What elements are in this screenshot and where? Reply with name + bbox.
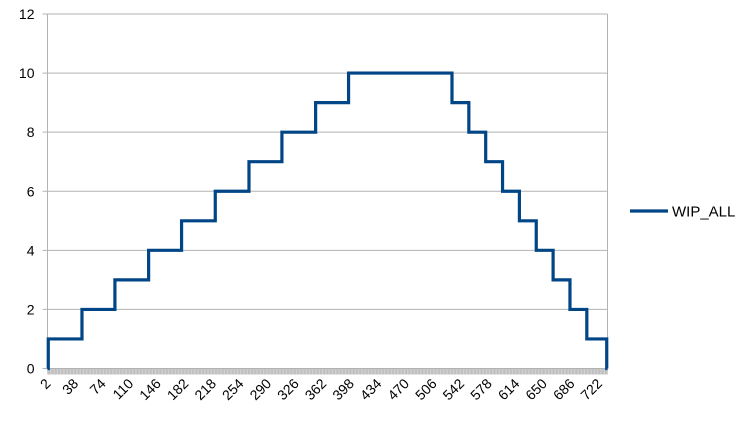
x-tick-label: 74 <box>86 375 108 397</box>
x-tick-label: 542 <box>439 375 467 403</box>
x-tick-labels: 2 38 74 110 146 182 218 254 290 326 362 398 434 470 50… <box>37 375 606 403</box>
x-tick-label: 362 <box>302 375 330 403</box>
x-tick-label: 434 <box>357 375 385 403</box>
legend-label: WIP_ALL <box>672 204 735 221</box>
x-tick-label: 218 <box>191 375 219 403</box>
y-tick-label: 6 <box>27 183 35 199</box>
x-tick-label: 578 <box>467 375 495 403</box>
y-tick-label: 8 <box>27 124 35 140</box>
x-tick-label: 614 <box>495 375 523 403</box>
x-tick-label: 2 <box>37 375 54 392</box>
y-tick-labels: 0 2 4 6 8 10 12 <box>19 6 35 377</box>
x-tick-label: 290 <box>246 375 274 403</box>
x-tick-label: 38 <box>59 375 81 397</box>
x-tick-label: 722 <box>577 375 605 403</box>
y-tick-label: 0 <box>27 361 35 377</box>
x-tick-label: 146 <box>136 375 164 403</box>
x-tick-label: 110 <box>109 375 136 402</box>
x-tick-label: 398 <box>329 375 357 403</box>
x-tick-label: 254 <box>219 375 247 403</box>
axes <box>42 14 608 375</box>
x-tick-label: 326 <box>274 375 302 403</box>
series-line-wip-all <box>46 71 609 371</box>
y-tick-label: 4 <box>27 242 35 258</box>
legend: WIP_ALL <box>630 204 735 221</box>
y-tick-label: 10 <box>19 65 35 81</box>
x-tick-label: 650 <box>522 375 550 403</box>
x-tick-label: 686 <box>550 375 578 403</box>
x-tick-label: 506 <box>412 375 440 403</box>
gridlines <box>42 13 608 310</box>
y-tick-label: 12 <box>19 6 35 22</box>
series-layer <box>46 71 609 371</box>
x-tick-label: 182 <box>164 375 192 403</box>
x-tick-label: 470 <box>384 375 412 403</box>
y-tick-label: 2 <box>27 301 35 317</box>
